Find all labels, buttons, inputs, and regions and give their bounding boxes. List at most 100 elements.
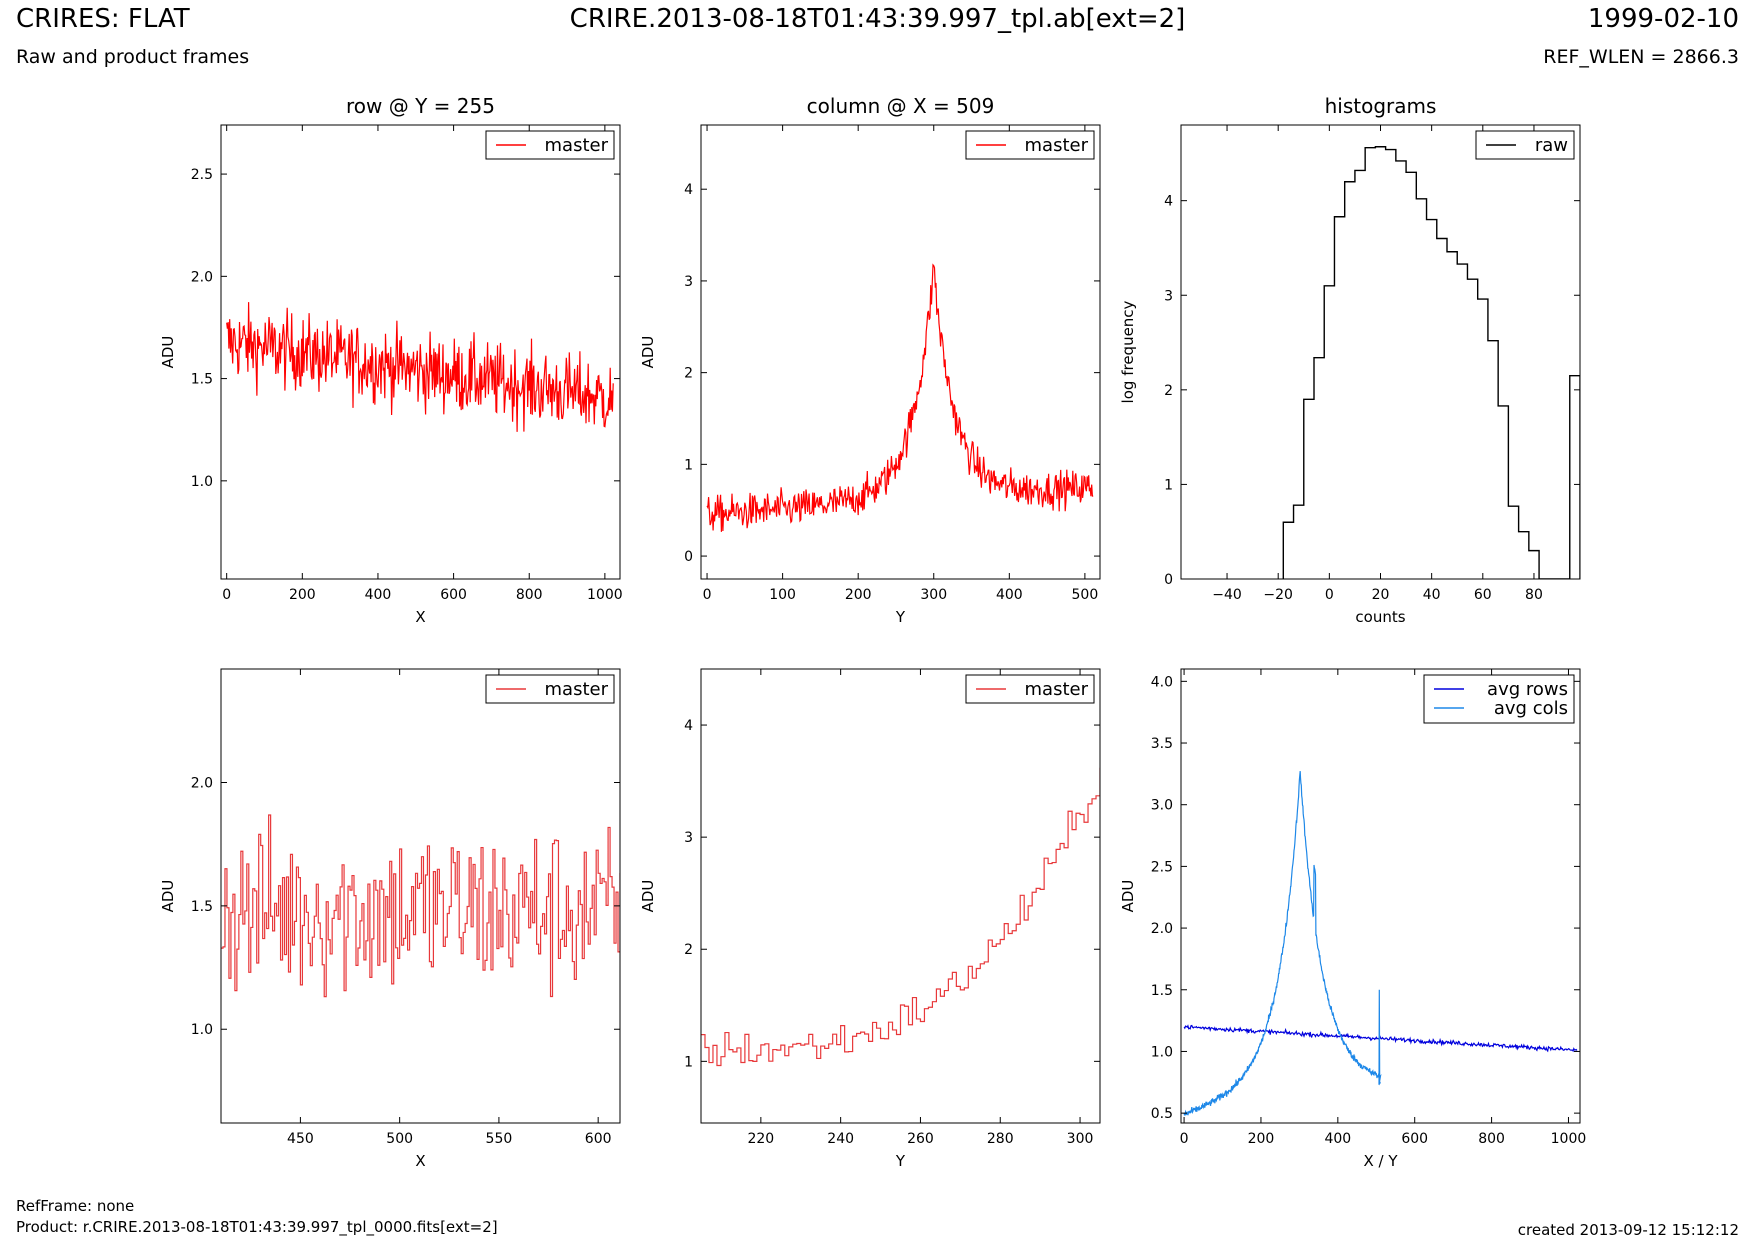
- x-tick-label: 200: [1248, 1131, 1275, 1147]
- y-tick-label: 0: [684, 549, 693, 565]
- y-axis-label: ADU: [1119, 880, 1137, 913]
- x-tick-label: 450: [287, 1131, 314, 1147]
- y-tick-label: 1.0: [191, 474, 213, 490]
- y-tick-label: 4: [684, 718, 693, 734]
- legend: master: [965, 674, 1095, 704]
- plot-frame: [1180, 668, 1581, 1124]
- chart-panel-1: 0 200 400 600 800 1000 1.0 1.5 2.0 2.5 X ADU row @ Y…: [159, 94, 623, 626]
- x-tick-label: 240: [827, 1131, 854, 1147]
- x-tick-label: 40: [1423, 587, 1441, 603]
- y-tick-label: 3.5: [1151, 736, 1173, 752]
- y-tick-label: 1.0: [1151, 1044, 1173, 1060]
- x-tick-label: 600: [1401, 1131, 1428, 1147]
- legend-box: [1423, 674, 1575, 724]
- x-tick-label: −40: [1212, 587, 1242, 603]
- series-master: [221, 814, 620, 998]
- chart-title: histograms: [1325, 94, 1437, 118]
- chart-panel-3: −40 −20 0 20 40 60 80 0 1 2 3 4 counts log frequency h…: [1119, 94, 1581, 626]
- y-tick-label: 3: [1164, 288, 1173, 304]
- x-axis-label: X / Y: [1363, 1152, 1398, 1170]
- x-tick-label: −20: [1263, 587, 1293, 603]
- legend-label: avg rows: [1487, 679, 1568, 700]
- series-avg-cols: [1183, 771, 1382, 1116]
- x-tick-label: 0: [703, 587, 712, 603]
- legend-label: master: [1025, 679, 1089, 700]
- x-tick-label: 800: [516, 587, 543, 603]
- legend-label: avg cols: [1494, 698, 1568, 719]
- x-tick-label: 1000: [1551, 1131, 1587, 1147]
- plot-area: [226, 302, 614, 432]
- y-tick-label: 2: [684, 942, 693, 958]
- x-tick-label: 80: [1525, 587, 1543, 603]
- chart-title: row @ Y = 255: [346, 94, 495, 118]
- x-tick-label: 1000: [587, 587, 623, 603]
- x-axis-label: X: [415, 608, 425, 626]
- y-tick-label: 1: [684, 1054, 693, 1070]
- series-master: [701, 767, 1100, 1067]
- chart-panel-4: 450 500 550 600 1.0 1.5 2.0 X ADU master: [159, 668, 621, 1170]
- y-tick-label: 3: [684, 274, 693, 290]
- x-tick-label: 400: [996, 587, 1023, 603]
- legend-label: raw: [1535, 135, 1568, 156]
- y-tick-label: 1: [684, 457, 693, 473]
- y-tick-label: 1.5: [1151, 983, 1173, 999]
- plot-area: [706, 263, 1094, 532]
- legend: master: [485, 674, 615, 704]
- x-axis-label: counts: [1355, 608, 1405, 626]
- y-axis-label: ADU: [159, 880, 177, 913]
- y-tick-label: 4: [684, 182, 693, 198]
- legend-label: master: [545, 135, 609, 156]
- legend: master: [485, 130, 615, 160]
- y-tick-label: 1.5: [191, 899, 213, 915]
- product-label: Product: r.CRIRE.2013-08-18T01:43:39.997…: [16, 1218, 498, 1236]
- y-tick-label: 0: [1164, 572, 1173, 588]
- plot-frame: [1180, 124, 1581, 580]
- chart-panel-5: 220 240 260 280 300 1 2 3 4 Y ADU master: [639, 668, 1101, 1170]
- y-axis-label: ADU: [159, 336, 177, 369]
- x-tick-label: 0: [1325, 587, 1334, 603]
- chart-panel-6: 0 200 400 600 800 1000 0.5 1.0 1.5 2.0 2.5 3.0 3.5 4.…: [1119, 668, 1587, 1170]
- series-avg-rows: [1183, 1024, 1578, 1053]
- y-tick-label: 2.0: [191, 776, 213, 792]
- y-tick-label: 4.0: [1151, 674, 1173, 690]
- x-tick-label: 200: [845, 587, 872, 603]
- page-title: CRIRES: FLAT: [16, 4, 190, 34]
- x-tick-label: 0: [222, 587, 231, 603]
- x-axis-label: X: [415, 1152, 425, 1170]
- x-tick-label: 260: [907, 1131, 934, 1147]
- chart-panel-2: 0 100 200 300 400 500 0 1 2 3 4 Y ADU column @ X = 50…: [639, 94, 1101, 626]
- y-axis-label: ADU: [639, 880, 657, 913]
- x-tick-label: 100: [769, 587, 796, 603]
- y-axis-label: ADU: [639, 336, 657, 369]
- x-tick-label: 800: [1478, 1131, 1505, 1147]
- plot-area: [1282, 146, 1580, 579]
- y-tick-label: 1.0: [191, 1022, 213, 1038]
- ref-wlen-label: REF_WLEN = 2866.3: [1543, 46, 1739, 68]
- y-tick-label: 2.5: [1151, 859, 1173, 875]
- created-label: created 2013-09-12 15:12:12: [1517, 1221, 1739, 1239]
- x-tick-label: 300: [1067, 1131, 1094, 1147]
- plot-frame: [220, 668, 621, 1124]
- series-master: [706, 263, 1094, 532]
- y-tick-label: 2.0: [191, 269, 213, 285]
- x-tick-label: 400: [1324, 1131, 1351, 1147]
- y-tick-label: 2.5: [191, 167, 213, 183]
- y-tick-label: 1.5: [191, 372, 213, 388]
- y-tick-label: 4: [1164, 194, 1173, 210]
- plot-area: [1183, 771, 1578, 1116]
- chart-title: column @ X = 509: [807, 94, 995, 118]
- x-tick-label: 600: [440, 587, 467, 603]
- y-tick-label: 2: [1164, 383, 1173, 399]
- plot-frame: [700, 124, 1101, 580]
- x-tick-label: 300: [920, 587, 947, 603]
- x-tick-label: 500: [386, 1131, 413, 1147]
- x-tick-label: 500: [1072, 587, 1099, 603]
- page-subtitle: Raw and product frames: [16, 46, 250, 68]
- plot-area: [221, 814, 620, 998]
- y-tick-label: 1: [1164, 477, 1173, 493]
- refframe-label: RefFrame: none: [16, 1197, 135, 1215]
- x-axis-label: Y: [895, 1152, 906, 1170]
- x-tick-label: 400: [365, 587, 392, 603]
